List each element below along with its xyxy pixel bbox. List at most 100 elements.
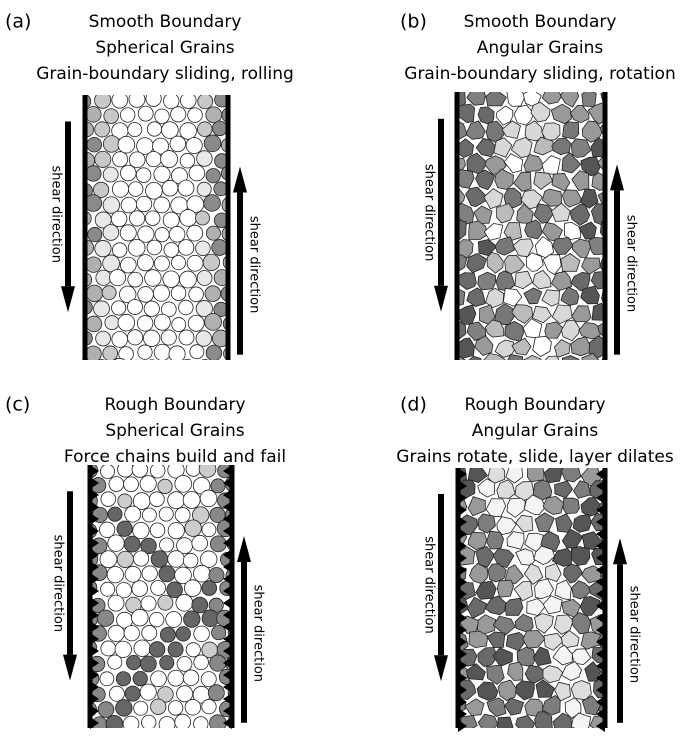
shear-label: shear direction bbox=[247, 216, 262, 313]
grain bbox=[164, 93, 180, 109]
grain bbox=[86, 166, 102, 182]
panel-title-line: Smooth Boundary bbox=[464, 12, 617, 32]
grain bbox=[514, 582, 533, 601]
grain bbox=[127, 299, 142, 314]
grain bbox=[484, 223, 503, 240]
grain bbox=[553, 713, 572, 734]
grain bbox=[192, 535, 208, 551]
grain bbox=[94, 301, 110, 317]
grain bbox=[168, 701, 183, 716]
grain bbox=[180, 123, 197, 140]
grain bbox=[87, 137, 102, 152]
grain bbox=[176, 627, 190, 641]
grain bbox=[507, 498, 525, 517]
grain bbox=[175, 507, 190, 522]
grain bbox=[129, 152, 145, 168]
grain bbox=[516, 515, 533, 532]
grain bbox=[203, 254, 219, 270]
arrow-shaft bbox=[617, 564, 623, 723]
grain bbox=[129, 91, 145, 107]
grain bbox=[486, 288, 504, 307]
wall bbox=[83, 95, 88, 360]
grain bbox=[124, 536, 140, 552]
grain bbox=[477, 682, 498, 701]
grain bbox=[141, 715, 155, 729]
grain bbox=[160, 627, 175, 642]
grain bbox=[168, 642, 183, 657]
grain bbox=[468, 497, 485, 516]
grain bbox=[201, 672, 216, 687]
grain bbox=[533, 647, 551, 666]
grain bbox=[133, 671, 147, 685]
grain bbox=[204, 135, 221, 152]
shear-label: shear direction bbox=[624, 215, 639, 312]
grain bbox=[476, 581, 496, 599]
grain bbox=[592, 303, 611, 320]
grain bbox=[196, 211, 210, 225]
panel-title-line: Angular Grains bbox=[472, 421, 599, 441]
grain bbox=[202, 581, 217, 596]
grain bbox=[86, 257, 102, 273]
grain bbox=[108, 625, 124, 641]
grain bbox=[163, 271, 180, 288]
grain bbox=[104, 109, 119, 124]
shear-label: shear direction bbox=[627, 586, 642, 683]
grain bbox=[197, 122, 212, 137]
panel: (b)Smooth BoundaryAngular GrainsGrain-bo… bbox=[400, 11, 676, 376]
grain bbox=[208, 685, 224, 701]
arrow-head bbox=[233, 167, 247, 193]
grain bbox=[95, 92, 111, 108]
grain bbox=[197, 182, 211, 196]
grain bbox=[497, 480, 515, 499]
grain bbox=[150, 463, 165, 478]
grain bbox=[93, 360, 109, 376]
grain bbox=[177, 656, 192, 671]
grain bbox=[497, 580, 513, 597]
arrow-shaft bbox=[241, 562, 247, 723]
shear-label: shear direction bbox=[251, 585, 266, 682]
grain bbox=[150, 492, 165, 507]
grain bbox=[108, 507, 122, 521]
grain bbox=[534, 172, 553, 189]
figure: (a)Smooth BoundarySpherical GrainsGrain-… bbox=[0, 0, 693, 740]
grain bbox=[145, 270, 162, 287]
grain bbox=[101, 582, 115, 596]
grain bbox=[118, 314, 135, 331]
grain bbox=[132, 581, 148, 597]
grains bbox=[76, 91, 238, 377]
grain bbox=[194, 717, 209, 732]
grain bbox=[77, 361, 91, 375]
grain bbox=[533, 270, 551, 289]
grain bbox=[162, 361, 178, 377]
grain bbox=[524, 355, 544, 374]
panel-title-line: Spherical Grains bbox=[105, 421, 244, 441]
grain bbox=[197, 360, 213, 376]
grain bbox=[542, 189, 561, 206]
grain bbox=[108, 595, 124, 611]
shear-label: shear direction bbox=[422, 164, 437, 261]
grain bbox=[109, 477, 124, 492]
grain bbox=[189, 287, 204, 302]
grain bbox=[188, 108, 203, 123]
grain bbox=[140, 476, 156, 492]
grain bbox=[133, 551, 148, 566]
grain bbox=[545, 322, 563, 338]
grain bbox=[180, 271, 197, 288]
grain bbox=[468, 465, 487, 483]
grain bbox=[125, 686, 140, 701]
grain bbox=[180, 153, 195, 168]
grain bbox=[565, 222, 581, 239]
grain bbox=[154, 314, 170, 330]
panel-title-line: Force chains build and fail bbox=[64, 447, 286, 467]
grain bbox=[574, 481, 591, 499]
grain bbox=[186, 137, 202, 153]
grain bbox=[581, 286, 600, 304]
grain bbox=[115, 641, 131, 657]
arrow-shaft bbox=[438, 119, 444, 286]
grain bbox=[187, 255, 203, 271]
grain bbox=[194, 655, 209, 670]
wall bbox=[455, 92, 460, 360]
grain bbox=[96, 331, 111, 346]
grain bbox=[196, 331, 212, 347]
